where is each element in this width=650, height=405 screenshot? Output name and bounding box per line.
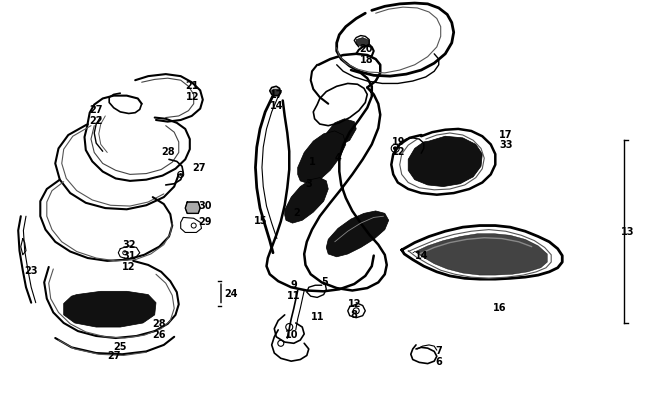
Text: 7
6: 7 6: [436, 345, 442, 366]
Text: 17
14: 17 14: [270, 90, 283, 111]
Text: 13: 13: [621, 227, 634, 237]
Polygon shape: [325, 119, 356, 147]
Polygon shape: [285, 178, 328, 224]
Polygon shape: [298, 132, 346, 184]
Polygon shape: [408, 137, 482, 187]
Text: 27: 27: [192, 163, 206, 173]
Text: 17
33: 17 33: [499, 129, 513, 150]
Text: 15: 15: [254, 216, 268, 226]
Text: 2: 2: [294, 208, 300, 217]
Polygon shape: [356, 38, 369, 48]
Text: 20
18: 20 18: [359, 44, 373, 65]
Polygon shape: [413, 234, 547, 275]
Text: 19
12: 19 12: [392, 136, 406, 157]
Text: 3: 3: [306, 178, 312, 188]
Polygon shape: [272, 90, 281, 96]
Text: 5: 5: [322, 277, 328, 286]
Text: 32
31
12: 32 31 12: [122, 239, 135, 271]
Circle shape: [179, 174, 182, 176]
Text: 25: 25: [114, 341, 127, 351]
Text: 14: 14: [415, 250, 428, 260]
Text: 1: 1: [309, 156, 315, 166]
Text: 9
11: 9 11: [287, 279, 300, 300]
Text: 27: 27: [107, 351, 120, 360]
Text: 11: 11: [311, 312, 324, 322]
Text: 29: 29: [198, 217, 212, 227]
Polygon shape: [64, 292, 156, 327]
Text: 10: 10: [285, 329, 298, 339]
Text: 28: 28: [161, 147, 174, 157]
Text: 12
8: 12 8: [348, 298, 361, 319]
Text: 4: 4: [335, 152, 341, 162]
Text: 28
26: 28 26: [153, 318, 166, 339]
Polygon shape: [185, 202, 200, 214]
Text: 24: 24: [224, 289, 238, 298]
Text: 21
12: 21 12: [186, 81, 199, 102]
Text: 16: 16: [493, 302, 506, 312]
Polygon shape: [326, 211, 389, 257]
Circle shape: [394, 147, 396, 151]
Text: 23: 23: [25, 266, 38, 275]
Text: 30: 30: [198, 201, 212, 211]
Text: 27
22: 27 22: [90, 105, 103, 126]
